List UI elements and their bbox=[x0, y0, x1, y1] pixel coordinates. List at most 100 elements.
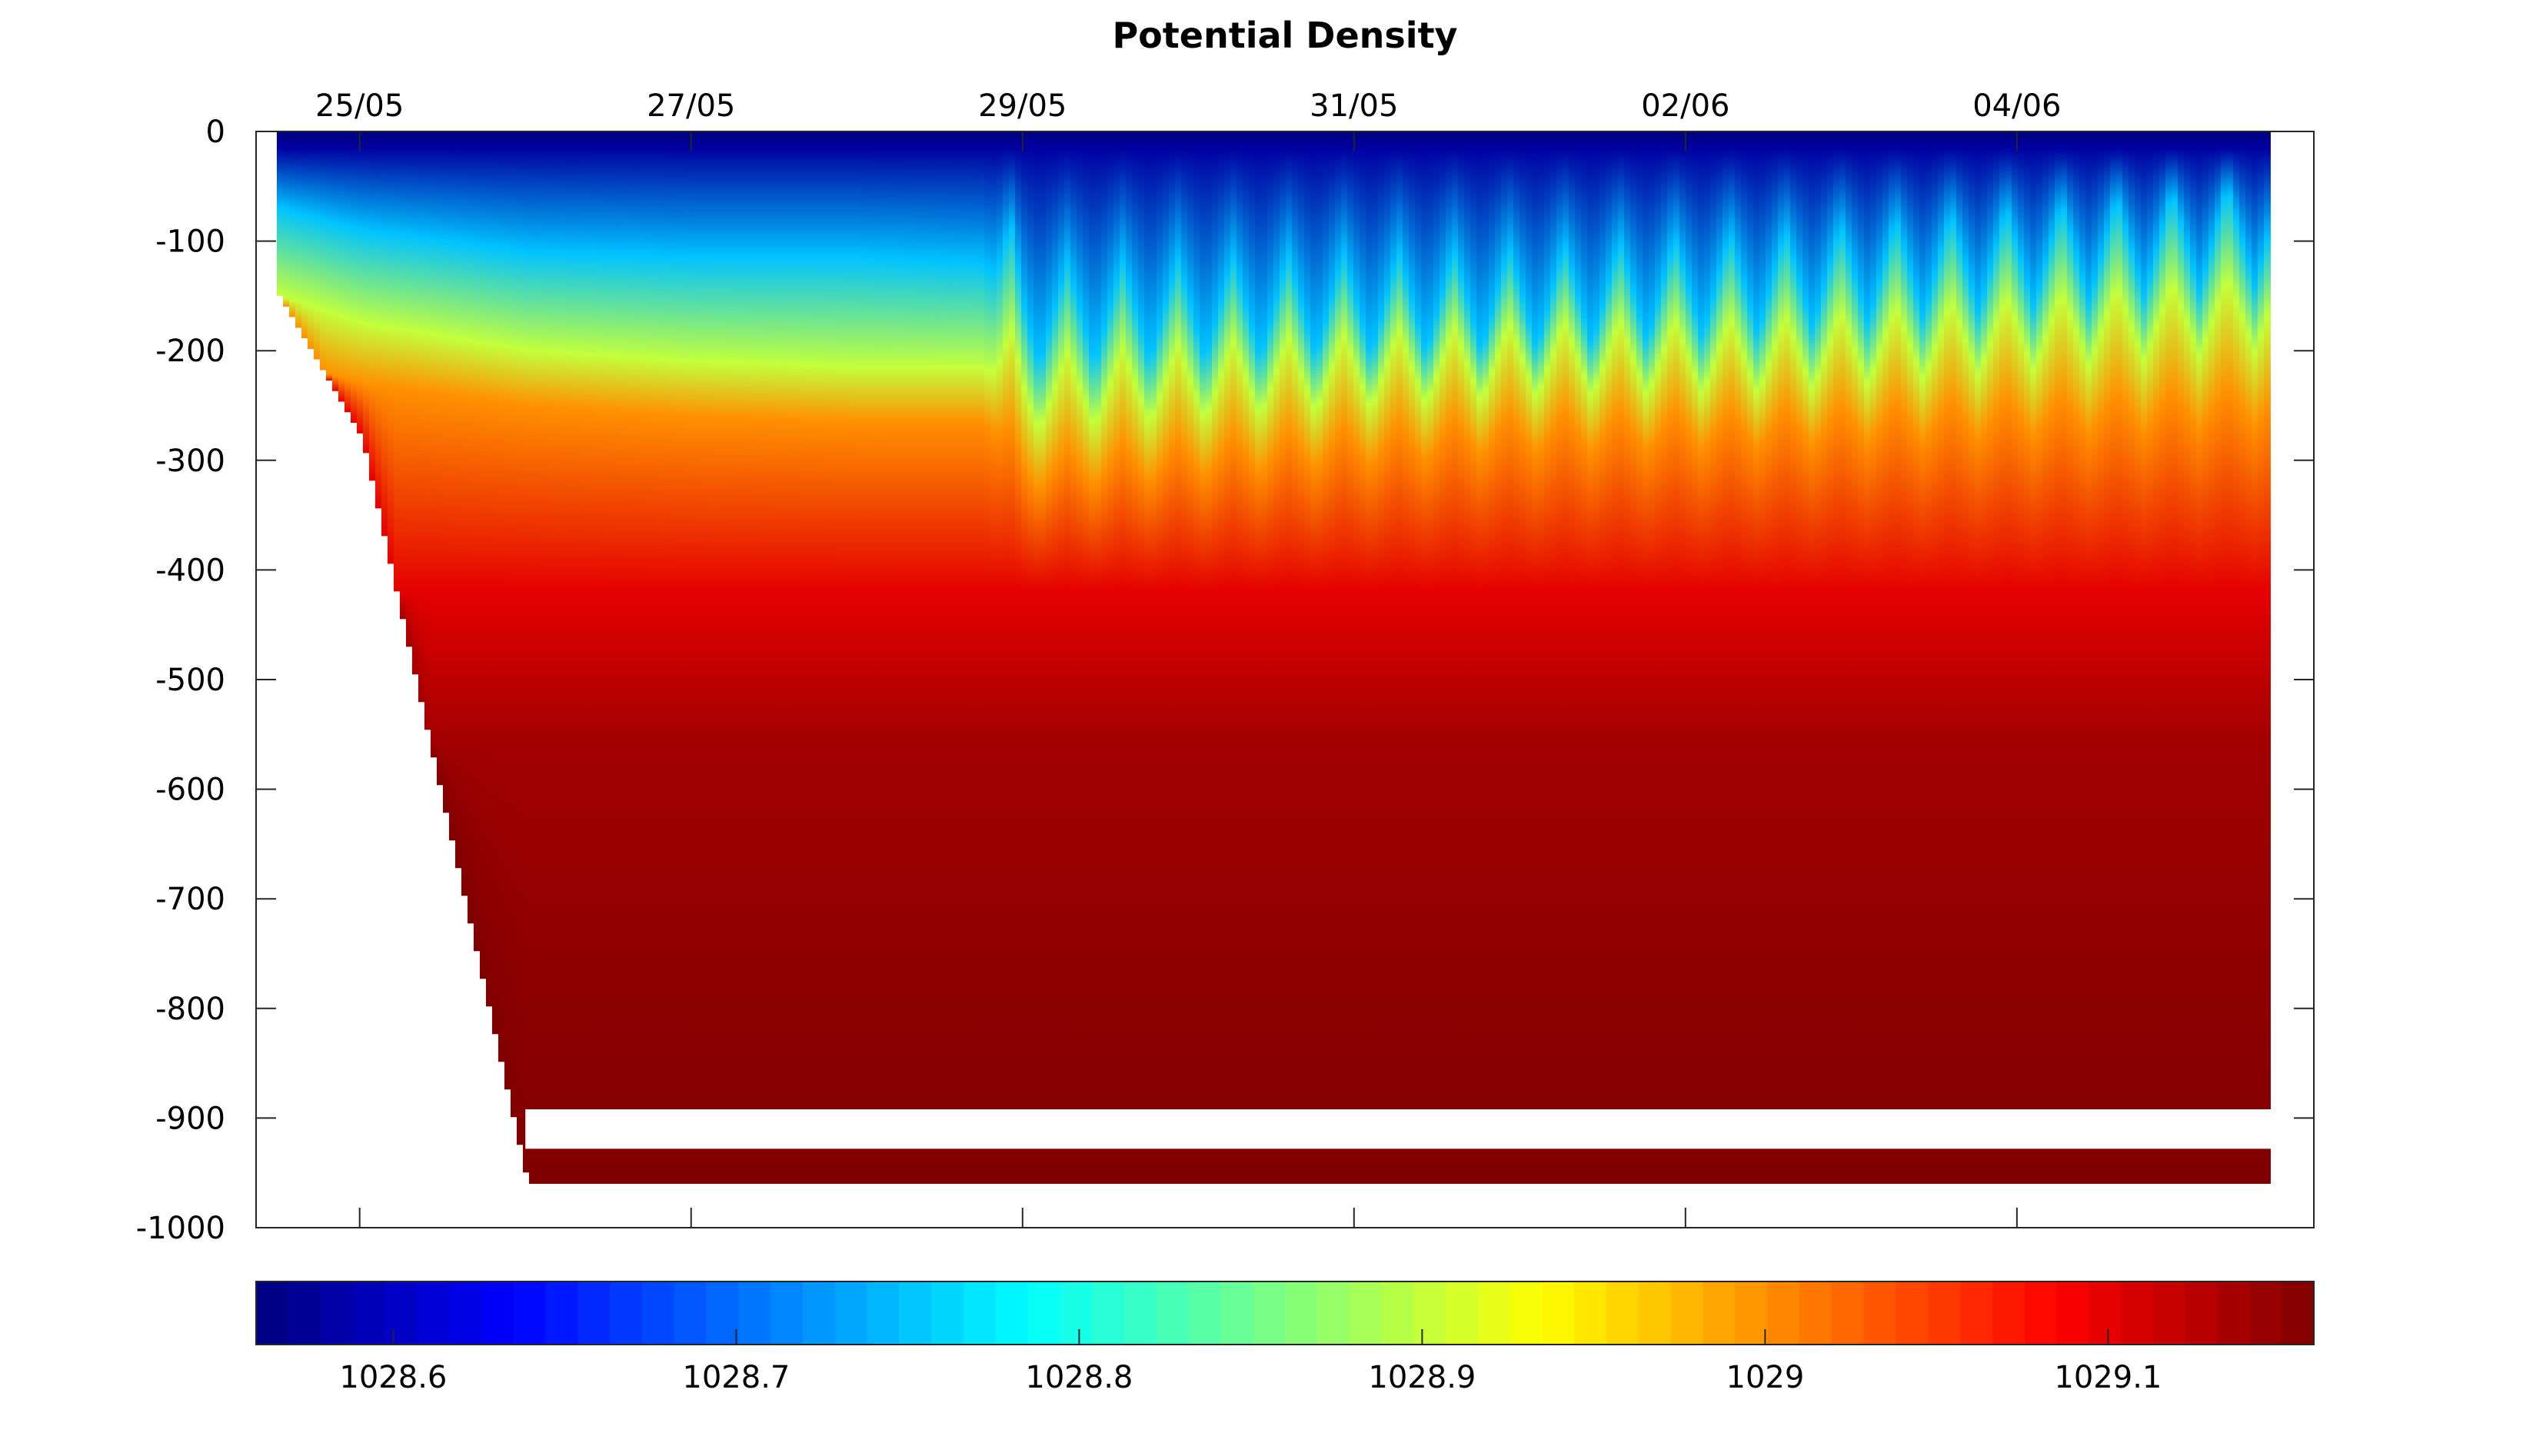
density-profile bbox=[774, 131, 782, 1184]
density-profile bbox=[1334, 131, 1342, 1184]
density-profile bbox=[928, 131, 936, 1184]
density-profile bbox=[1045, 131, 1053, 1184]
colorbar-segment bbox=[1285, 1281, 1318, 1345]
density-profile bbox=[1500, 131, 1508, 1184]
density-profile bbox=[701, 131, 708, 1184]
colorbar-segment bbox=[481, 1281, 514, 1345]
density-profile bbox=[2103, 131, 2111, 1184]
colorbar-segment bbox=[609, 1281, 643, 1345]
colorbar-tick-label: 1028.8 bbox=[1025, 1360, 1133, 1395]
density-profile bbox=[1716, 131, 1723, 1184]
density-profile bbox=[1457, 131, 1465, 1184]
density-profile bbox=[2263, 131, 2271, 1184]
colorbar-segment bbox=[2217, 1281, 2250, 1345]
density-profile bbox=[1156, 131, 1163, 1184]
density-profile bbox=[1051, 131, 1059, 1184]
density-profile bbox=[1470, 131, 1477, 1184]
colorbar-segment bbox=[1799, 1281, 1832, 1345]
colorbar-segment bbox=[352, 1281, 385, 1345]
density-profile bbox=[1002, 131, 1010, 1184]
density-profile bbox=[904, 131, 911, 1184]
density-profile bbox=[1353, 131, 1360, 1184]
density-profile bbox=[350, 131, 358, 424]
density-profile bbox=[344, 131, 351, 413]
density-profile bbox=[522, 131, 530, 1173]
density-profile bbox=[295, 131, 302, 328]
density-profile bbox=[1408, 131, 1416, 1184]
density-profile bbox=[2122, 131, 2129, 1184]
density-profile bbox=[768, 131, 776, 1184]
density-profile bbox=[2054, 131, 2062, 1184]
density-profile bbox=[1027, 131, 1034, 1184]
density-profile bbox=[381, 131, 388, 537]
density-profile bbox=[1463, 131, 1471, 1184]
colorbar-segment bbox=[2152, 1281, 2186, 1345]
colorbar-segment bbox=[1123, 1281, 1157, 1345]
density-profile bbox=[1088, 131, 1096, 1184]
density-profile bbox=[1709, 131, 1717, 1184]
density-profile bbox=[1789, 131, 1797, 1184]
density-profile bbox=[602, 131, 610, 1184]
x-tick-label: 04/06 bbox=[1972, 88, 2061, 124]
density-profile bbox=[2011, 131, 2019, 1184]
colorbar-segment bbox=[320, 1281, 354, 1345]
density-profile bbox=[2165, 131, 2172, 1184]
density-profile bbox=[1568, 131, 1576, 1184]
density-profile bbox=[313, 131, 321, 360]
density-profile bbox=[2029, 131, 2037, 1184]
colorbar bbox=[255, 1281, 2315, 1345]
density-profile bbox=[719, 131, 727, 1184]
density-profile bbox=[1187, 131, 1194, 1184]
colorbar-segment bbox=[1316, 1281, 1350, 1345]
colorbar-segment bbox=[1349, 1281, 1383, 1345]
density-profile bbox=[1439, 131, 1446, 1184]
density-profile bbox=[1094, 131, 1102, 1184]
density-profile bbox=[1070, 131, 1077, 1184]
density-profile bbox=[614, 131, 622, 1184]
density-profile bbox=[1230, 131, 1237, 1184]
density-profile bbox=[282, 131, 290, 307]
colorbar-segment bbox=[738, 1281, 771, 1345]
density-profile bbox=[1100, 131, 1108, 1184]
colorbar-segment bbox=[1767, 1281, 1800, 1345]
density-profile bbox=[1869, 131, 1877, 1184]
density-profile bbox=[1728, 131, 1736, 1184]
colorbar-segment bbox=[1606, 1281, 1639, 1345]
density-profile bbox=[2128, 131, 2135, 1184]
colorbar-segment bbox=[1092, 1281, 1125, 1345]
density-profile bbox=[799, 131, 807, 1184]
density-profile bbox=[1943, 131, 1951, 1184]
density-profile bbox=[725, 131, 733, 1184]
density-profile bbox=[984, 131, 991, 1184]
density-profile bbox=[1882, 131, 1889, 1184]
density-profile bbox=[2140, 131, 2148, 1184]
colorbar-segment bbox=[2249, 1281, 2282, 1345]
density-profile bbox=[1420, 131, 1428, 1184]
density-profile bbox=[1488, 131, 1496, 1184]
density-profile bbox=[2189, 131, 2197, 1184]
density-profile bbox=[1137, 131, 1145, 1184]
density-profile bbox=[2072, 131, 2080, 1184]
density-profile bbox=[1390, 131, 1397, 1184]
density-profile bbox=[1396, 131, 1403, 1184]
density-profile bbox=[996, 131, 1004, 1184]
density-profile bbox=[867, 131, 874, 1184]
density-profile bbox=[1168, 131, 1176, 1184]
density-profile bbox=[2048, 131, 2055, 1184]
density-profile bbox=[368, 131, 376, 481]
density-profile bbox=[2208, 131, 2215, 1184]
colorbar-segment bbox=[1446, 1281, 1479, 1345]
density-profile bbox=[2171, 131, 2179, 1184]
density-profile bbox=[1900, 131, 1908, 1184]
density-profile bbox=[922, 131, 930, 1184]
colorbar-tick-label: 1028.9 bbox=[1368, 1360, 1476, 1395]
density-profile bbox=[2042, 131, 2049, 1184]
density-profile bbox=[934, 131, 942, 1184]
density-profile bbox=[2079, 131, 2086, 1184]
density-profile bbox=[2220, 131, 2228, 1184]
density-profile bbox=[504, 131, 511, 1090]
colorbar-frame bbox=[255, 1281, 2315, 1345]
density-profile bbox=[2109, 131, 2117, 1184]
colorbar-segment bbox=[1574, 1281, 1607, 1345]
density-profile bbox=[817, 131, 825, 1184]
